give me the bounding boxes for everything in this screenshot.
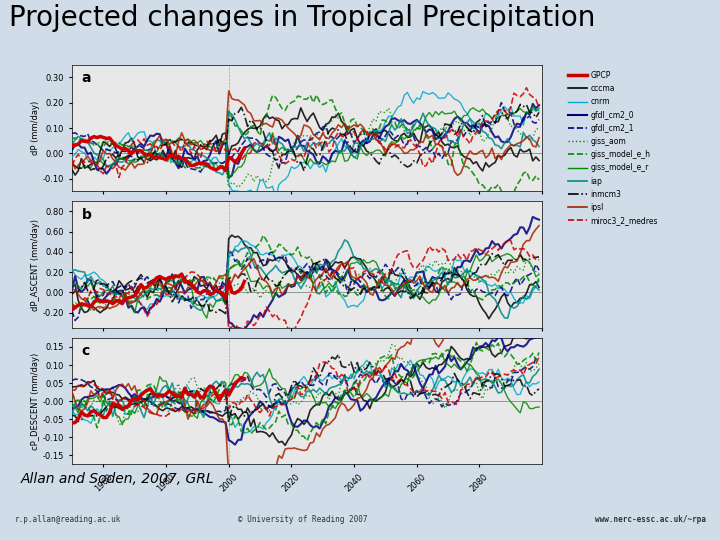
Text: c: c: [81, 345, 90, 358]
Y-axis label: cP_DESCENT (mm/day): cP_DESCENT (mm/day): [31, 353, 40, 450]
Text: © University of Reading 2007: © University of Reading 2007: [238, 515, 367, 524]
Text: b: b: [81, 208, 91, 222]
Y-axis label: dP_ASCENT (mm/day): dP_ASCENT (mm/day): [31, 219, 40, 310]
Text: Projected changes in Tropical Precipitation: Projected changes in Tropical Precipitat…: [9, 4, 595, 32]
Text: r.p.allan@reading.ac.uk: r.p.allan@reading.ac.uk: [14, 515, 121, 524]
Text: Allan and Soden, 2007, GRL: Allan and Soden, 2007, GRL: [21, 472, 215, 486]
Text: www.nerc-essc.ac.uk/~rpa: www.nerc-essc.ac.uk/~rpa: [595, 515, 706, 524]
Y-axis label: dP (mm/day): dP (mm/day): [31, 101, 40, 155]
Legend: GPCP, cccma, cnrm, gfdl_cm2_0, gfdl_cm2_1, giss_aom, giss_model_e_h, giss_model_: GPCP, cccma, cnrm, gfdl_cm2_0, gfdl_cm2_…: [565, 69, 660, 227]
Text: a: a: [81, 71, 91, 85]
